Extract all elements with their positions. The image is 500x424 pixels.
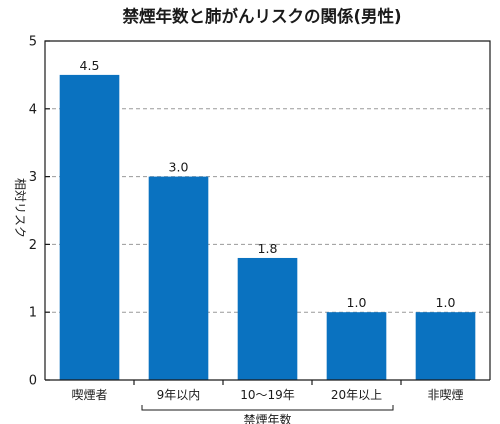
bar-value-label: 3.0 bbox=[169, 160, 189, 175]
plot-frame bbox=[44, 40, 491, 380]
x-tick-label: 喫煙者 bbox=[71, 388, 107, 402]
y-tick-label: 0 bbox=[29, 374, 37, 389]
bar-value-label: 1.0 bbox=[436, 295, 456, 310]
bar-value-label: 4.5 bbox=[80, 58, 100, 73]
bar bbox=[237, 257, 298, 380]
bar bbox=[59, 74, 120, 381]
bar bbox=[326, 312, 387, 380]
bar bbox=[148, 176, 209, 380]
y-tick-label: 3 bbox=[29, 170, 37, 185]
y-tick-label: 4 bbox=[29, 102, 37, 117]
x-tick-label: 20年以上 bbox=[331, 388, 382, 402]
group-label: 禁煙年数 bbox=[243, 412, 291, 424]
group-bracket bbox=[141, 405, 394, 411]
y-axis-label: 相対リスク bbox=[13, 178, 27, 238]
bar-value-label: 1.0 bbox=[347, 295, 367, 310]
y-tick-label: 5 bbox=[29, 35, 37, 50]
y-tick-label: 2 bbox=[29, 238, 37, 253]
y-tick-label: 1 bbox=[29, 306, 37, 321]
x-tick-label: 非喫煙 bbox=[427, 388, 463, 402]
bar bbox=[415, 312, 476, 380]
x-tick-label: 10〜19年 bbox=[240, 388, 295, 402]
bar-value-label: 1.8 bbox=[258, 241, 278, 256]
x-tick-label: 9年以内 bbox=[157, 388, 201, 402]
chart-title: 禁煙年数と肺がんリスクの関係(男性) bbox=[122, 6, 401, 26]
